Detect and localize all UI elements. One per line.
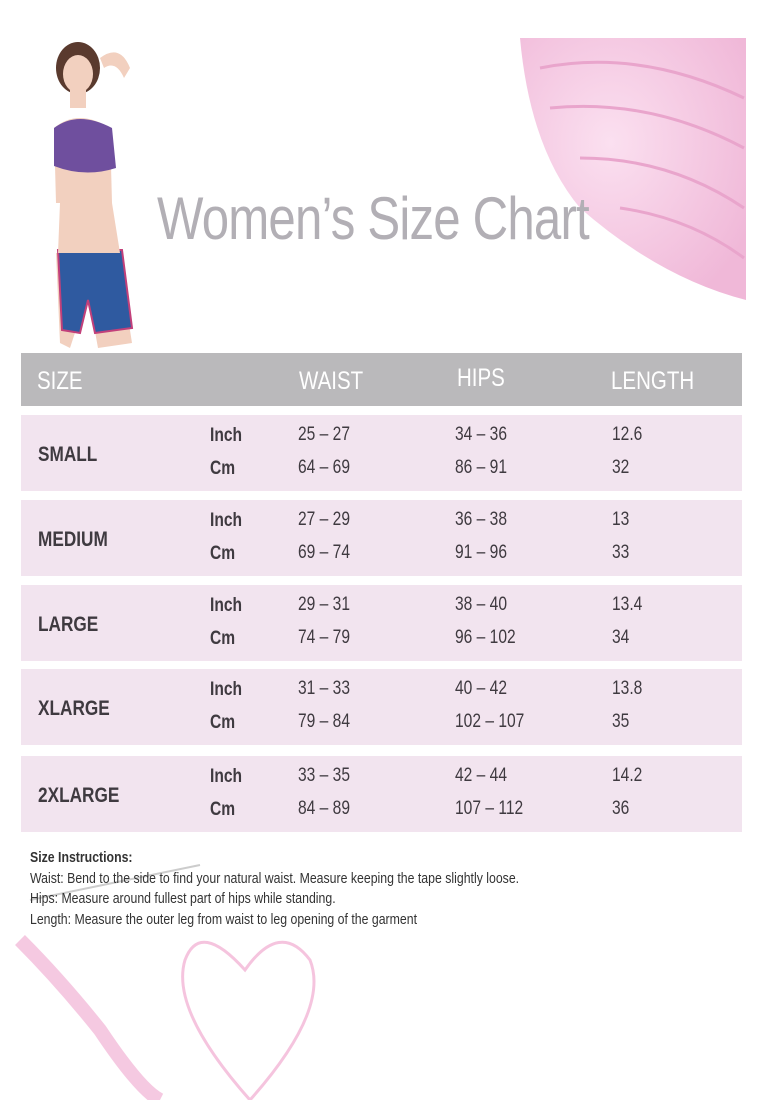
hips-value: 91 – 96 [455, 542, 507, 563]
hips-value: 34 – 36 [455, 424, 507, 445]
length-value: 35 [612, 711, 630, 732]
table-row: MEDIUM Inch 27 – 29 36 – 38 13 Cm 69 – 74 91 – … [21, 500, 742, 576]
size-label: XLARGE [38, 697, 110, 720]
length-value: 34 [612, 627, 630, 648]
unit-cm: Cm [210, 712, 236, 733]
length-value: 33 [612, 542, 630, 563]
hips-value: 42 – 44 [455, 765, 507, 786]
hips-value: 38 – 40 [455, 594, 507, 615]
length-value: 14.2 [612, 765, 643, 786]
header-waist: WAIST [299, 367, 364, 395]
unit-inch: Inch [210, 679, 243, 700]
hips-value: 102 – 107 [455, 711, 525, 732]
unit-cm: Cm [210, 543, 236, 564]
hips-value: 86 – 91 [455, 457, 507, 478]
unit-cm: Cm [210, 628, 236, 649]
unit-inch: Inch [210, 766, 243, 787]
length-value: 13.4 [612, 594, 643, 615]
size-label: SMALL [38, 443, 98, 466]
waist-value: 29 – 31 [298, 594, 350, 615]
waist-value: 79 – 84 [298, 711, 350, 732]
size-label: LARGE [38, 613, 99, 636]
size-label: MEDIUM [38, 528, 108, 551]
hips-value: 40 – 42 [455, 678, 507, 699]
instruction-length: Length: Measure the outer leg from waist… [30, 910, 418, 928]
unit-cm: Cm [210, 458, 236, 479]
waist-value: 69 – 74 [298, 542, 350, 563]
length-value: 36 [612, 798, 630, 819]
waist-value: 25 – 27 [298, 424, 350, 445]
model-photo [54, 42, 134, 348]
waist-value: 31 – 33 [298, 678, 350, 699]
table-header: SIZE WAIST HIPS LENGTH [21, 353, 742, 406]
length-value: 12.6 [612, 424, 643, 445]
unit-inch: Inch [210, 595, 243, 616]
instruction-hips: Hips: Measure around fullest part of hip… [30, 890, 336, 907]
instructions-heading: Size Instructions: [30, 849, 133, 866]
table-row: XLARGE Inch 31 – 33 40 – 42 13.8 Cm 79 – 84 102… [21, 669, 742, 745]
size-instructions: Size Instructions: Waist: Bend to the si… [30, 848, 626, 930]
header-length: LENGTH [611, 367, 695, 395]
table-row: 2XLARGE Inch 33 – 35 42 – 44 14.2 Cm 84 – 89 10… [21, 756, 742, 832]
waist-value: 74 – 79 [298, 627, 350, 648]
yarn-heart-image [15, 864, 316, 1100]
yarn-ball-image [520, 38, 746, 300]
unit-inch: Inch [210, 510, 243, 531]
unit-inch: Inch [210, 425, 243, 446]
waist-value: 84 – 89 [298, 798, 350, 819]
page-title: Women’s Size Chart [157, 185, 590, 252]
waist-value: 64 – 69 [298, 457, 350, 478]
instruction-waist: Waist: Bend to the side to find your nat… [30, 869, 520, 887]
hips-value: 36 – 38 [455, 509, 507, 530]
table-row: SMALL Inch 25 – 27 34 – 36 12.6 Cm 64 – 69 86 –… [21, 415, 742, 491]
length-value: 32 [612, 457, 630, 478]
header-hips: HIPS [457, 364, 505, 392]
table-row: LARGE Inch 29 – 31 38 – 40 13.4 Cm 74 – 79 96 –… [21, 585, 742, 661]
unit-cm: Cm [210, 799, 236, 820]
size-label: 2XLARGE [38, 784, 120, 807]
header-size: SIZE [37, 367, 83, 395]
hips-value: 107 – 112 [455, 798, 524, 819]
waist-value: 33 – 35 [298, 765, 350, 786]
length-value: 13 [612, 509, 630, 530]
waist-value: 27 – 29 [298, 509, 350, 530]
hips-value: 96 – 102 [455, 627, 516, 648]
length-value: 13.8 [612, 678, 643, 699]
